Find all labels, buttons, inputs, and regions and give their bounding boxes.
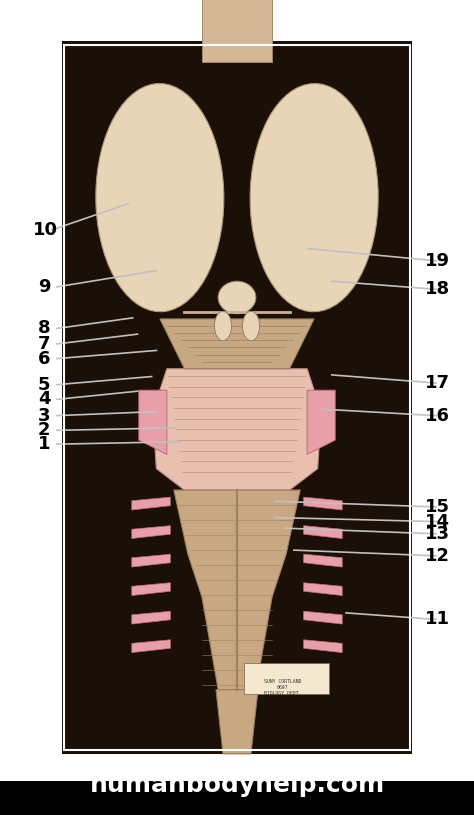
Polygon shape	[304, 554, 342, 567]
Polygon shape	[304, 497, 342, 510]
Text: 16: 16	[425, 407, 450, 425]
Text: 5: 5	[38, 376, 50, 394]
Text: 9: 9	[38, 278, 50, 296]
Text: 13: 13	[425, 525, 450, 543]
Polygon shape	[307, 390, 335, 455]
Polygon shape	[132, 497, 170, 510]
Polygon shape	[153, 368, 321, 490]
Text: 4: 4	[38, 390, 50, 408]
Polygon shape	[304, 611, 342, 624]
Text: 14: 14	[425, 513, 450, 531]
Text: 11: 11	[425, 610, 450, 628]
Text: 18: 18	[425, 280, 450, 298]
Polygon shape	[304, 526, 342, 539]
Ellipse shape	[218, 281, 256, 314]
Text: 15: 15	[425, 498, 450, 516]
Polygon shape	[174, 490, 300, 697]
Polygon shape	[160, 319, 314, 368]
Polygon shape	[216, 689, 258, 754]
Bar	[202, 0, 272, 62]
Text: 17: 17	[425, 374, 450, 392]
Bar	[244, 663, 329, 694]
Bar	[62, 41, 412, 754]
Text: 7: 7	[38, 335, 50, 353]
Bar	[64, 45, 410, 750]
Polygon shape	[132, 583, 170, 596]
Text: 2: 2	[38, 421, 50, 439]
Polygon shape	[304, 640, 342, 653]
Polygon shape	[304, 583, 342, 596]
Text: 6: 6	[38, 350, 50, 368]
Polygon shape	[139, 390, 167, 455]
Text: 10: 10	[33, 221, 58, 239]
Text: SUNY CORTLAND
0697
BIOLOGY DEPT.: SUNY CORTLAND 0697 BIOLOGY DEPT.	[264, 679, 301, 695]
Bar	[0, 781, 474, 815]
Polygon shape	[132, 640, 170, 653]
Polygon shape	[132, 554, 170, 567]
Circle shape	[214, 311, 231, 341]
Circle shape	[243, 311, 260, 341]
Ellipse shape	[250, 84, 378, 311]
Text: humanbodyhelp.com: humanbodyhelp.com	[90, 773, 384, 797]
Text: 12: 12	[425, 547, 450, 565]
Text: 8: 8	[38, 319, 51, 337]
Ellipse shape	[96, 84, 224, 311]
Text: 19: 19	[425, 252, 450, 270]
Text: 3: 3	[38, 407, 50, 425]
Text: 1: 1	[38, 435, 50, 453]
Polygon shape	[132, 611, 170, 624]
Polygon shape	[132, 526, 170, 539]
